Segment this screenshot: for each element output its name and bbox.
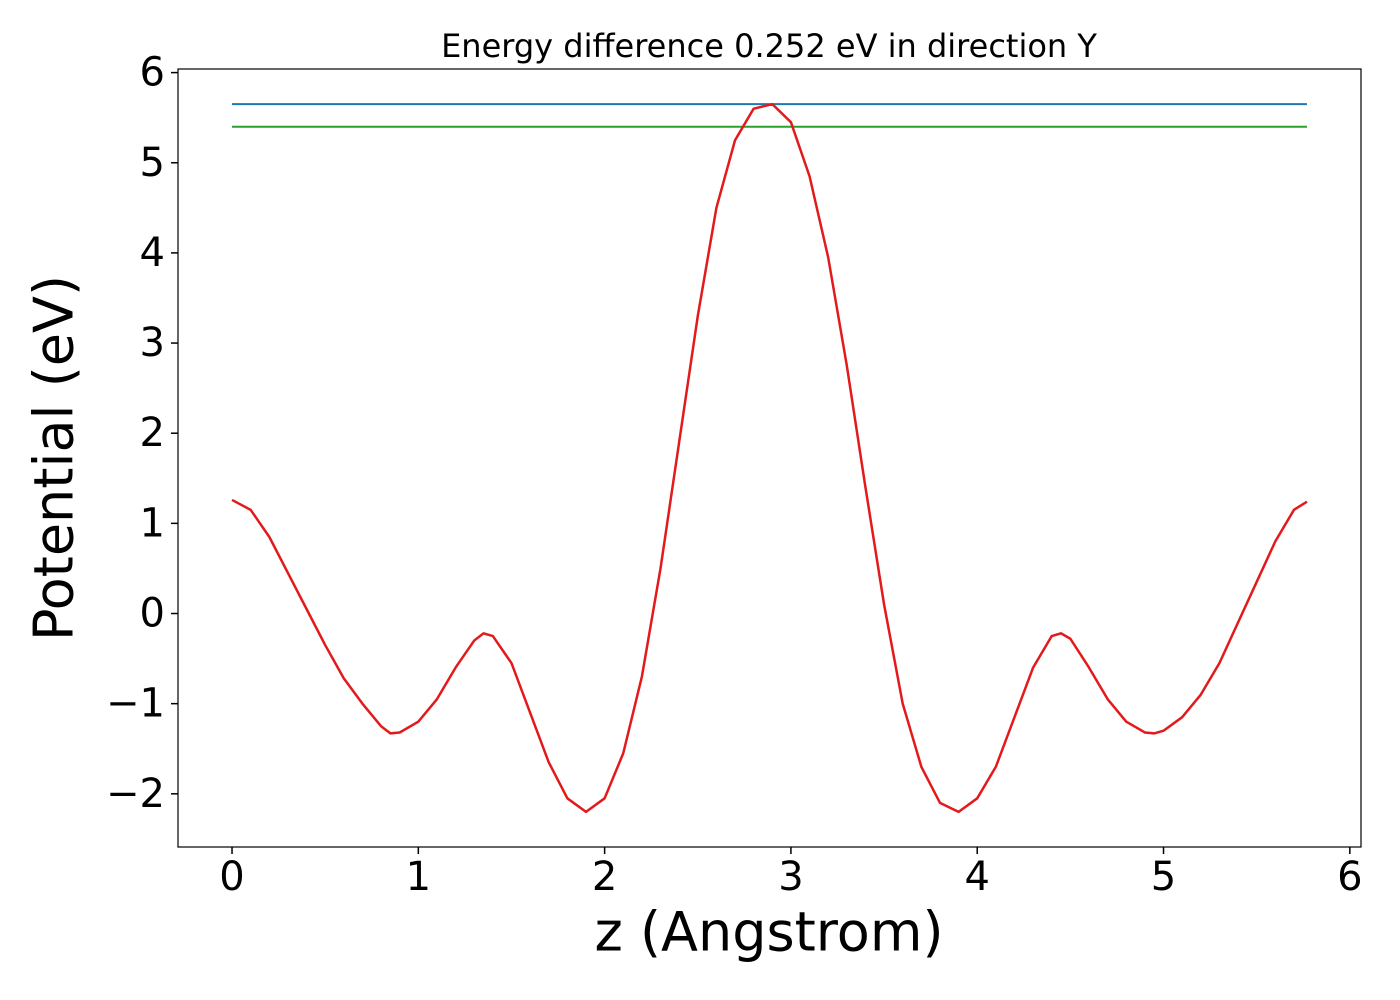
x-tick-label: 6	[1337, 854, 1362, 900]
x-tick-label: 5	[1151, 854, 1176, 900]
chart-title: Energy difference 0.252 eV in direction …	[441, 27, 1097, 65]
x-tick-label: 3	[778, 854, 803, 900]
y-tick-label: 6	[140, 50, 165, 96]
y-tick-label: −1	[106, 681, 165, 727]
y-axis-label: Potential (eV)	[23, 275, 86, 641]
y-tick-label: −2	[106, 771, 165, 817]
x-tick-label: 0	[219, 854, 244, 900]
x-tick-label: 1	[406, 854, 431, 900]
x-tick-label: 2	[592, 854, 617, 900]
y-tick-label: 4	[140, 230, 165, 276]
y-tick-label: 1	[140, 500, 165, 546]
line-series	[231, 102, 1308, 814]
x-axis-label: z (Angstrom)	[594, 901, 943, 964]
y-tick-label: 5	[140, 140, 165, 186]
y-tick-label: 0	[140, 591, 165, 637]
plot-frame	[177, 68, 1362, 848]
y-tick-label: 3	[140, 320, 165, 366]
x-tick-label: 4	[964, 854, 989, 900]
y-tick-label: 2	[140, 410, 165, 456]
